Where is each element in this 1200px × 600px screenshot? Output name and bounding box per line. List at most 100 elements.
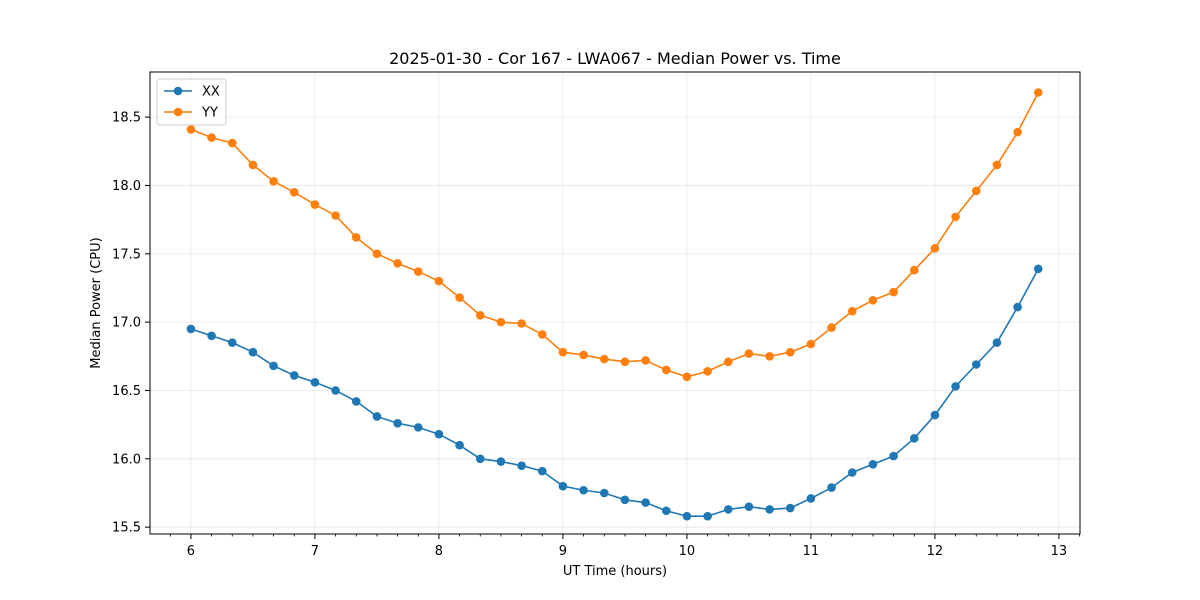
- data-point-yy: [289, 187, 299, 197]
- x-tick-label: 11: [803, 544, 820, 559]
- series-yy: [186, 88, 1043, 382]
- data-point-xx: [434, 429, 444, 439]
- data-point-yy: [992, 160, 1002, 170]
- legend: XX YY: [156, 78, 227, 126]
- data-point-xx: [1013, 302, 1022, 312]
- data-point-yy: [641, 356, 650, 365]
- data-point-xx: [682, 511, 692, 521]
- x-tick-label: 12: [927, 544, 944, 559]
- x-tick-label: 10: [679, 544, 696, 559]
- axis-ticks: 6 7 8 9 10 11 12 13 15.5 16.0 16.5 17.0 17.5 18.0 18.5: [112, 111, 1080, 559]
- data-point-xx: [413, 423, 423, 432]
- data-point-yy: [434, 276, 444, 286]
- data-point-yy: [413, 267, 423, 276]
- plot-area-frame: [149, 71, 1081, 535]
- x-tick-label: 9: [559, 544, 567, 559]
- data-point-xx: [703, 511, 712, 521]
- data-point-yy: [930, 244, 940, 253]
- data-point-xx: [661, 506, 671, 516]
- x-tick-label: 7: [311, 544, 319, 559]
- data-point-yy: [227, 138, 237, 148]
- data-point-xx: [517, 461, 526, 470]
- data-point-xx: [537, 466, 547, 476]
- data-point-yy: [971, 186, 981, 196]
- data-point-xx: [351, 397, 361, 406]
- data-point-yy: [207, 133, 216, 142]
- data-point-yy: [661, 365, 671, 375]
- data-point-xx: [620, 495, 630, 505]
- y-axis-label: Median Power (CPU): [89, 237, 104, 368]
- y-tick-label: 18.0: [112, 179, 141, 194]
- series-xx: [186, 264, 1043, 521]
- data-point-yy: [889, 287, 898, 297]
- data-point-xx: [971, 360, 981, 369]
- data-point-xx: [227, 338, 237, 347]
- data-point-xx: [785, 503, 795, 513]
- data-point-xx: [289, 371, 299, 380]
- data-point-xx: [744, 502, 754, 511]
- data-point-yy: [847, 306, 857, 316]
- data-point-xx: [599, 488, 609, 498]
- legend-label: YY: [201, 106, 218, 121]
- data-point-yy: [579, 350, 588, 360]
- data-point-xx: [558, 481, 568, 491]
- chart-title: 2025-01-30 - Cor 167 - LWA067 - Median P…: [389, 49, 841, 68]
- data-point-xx: [992, 338, 1002, 347]
- data-point-xx: [475, 454, 485, 464]
- data-point-xx: [868, 459, 878, 469]
- data-point-xx: [455, 440, 464, 450]
- data-point-xx: [331, 386, 340, 395]
- y-tick-label: 17.5: [112, 247, 141, 262]
- data-point-yy: [682, 372, 692, 382]
- data-point-yy: [537, 330, 547, 339]
- series-layer: [186, 88, 1043, 521]
- data-point-yy: [765, 352, 774, 361]
- data-point-yy: [827, 323, 836, 332]
- x-tick-label: 13: [1051, 544, 1068, 559]
- x-tick-label: 6: [187, 544, 195, 559]
- data-point-yy: [310, 200, 320, 209]
- data-point-yy: [806, 339, 816, 349]
- data-point-yy: [868, 295, 878, 305]
- y-tick-label: 15.5: [112, 521, 141, 536]
- data-point-yy: [372, 249, 382, 259]
- data-point-yy: [186, 125, 196, 134]
- data-point-yy: [951, 212, 960, 222]
- data-point-xx: [847, 468, 857, 477]
- data-point-xx: [827, 483, 836, 492]
- data-point-xx: [579, 485, 588, 495]
- data-point-xx: [393, 418, 402, 428]
- data-point-xx: [248, 347, 258, 357]
- y-tick-label: 16.0: [112, 452, 141, 467]
- data-point-xx: [889, 451, 898, 461]
- x-axis-label: UT Time (hours): [563, 564, 667, 579]
- data-point-yy: [351, 233, 361, 242]
- data-point-yy: [517, 319, 526, 328]
- data-point-xx: [1033, 264, 1043, 274]
- data-point-yy: [909, 265, 919, 275]
- data-point-xx: [372, 412, 382, 421]
- data-point-yy: [558, 347, 568, 357]
- data-point-xx: [310, 377, 320, 387]
- legend-label: XX: [202, 85, 220, 100]
- legend-entry-yy: YY: [164, 106, 218, 121]
- x-tick-label: 8: [435, 544, 443, 559]
- data-point-yy: [744, 349, 754, 358]
- data-point-yy: [331, 211, 340, 220]
- data-point-xx: [723, 505, 733, 514]
- y-tick-label: 17.0: [112, 316, 141, 331]
- data-point-yy: [1013, 127, 1022, 137]
- legend-swatch-marker: [173, 86, 183, 96]
- data-point-yy: [455, 293, 464, 302]
- data-point-yy: [393, 259, 402, 268]
- grid: [150, 72, 1080, 534]
- data-point-xx: [909, 434, 919, 443]
- data-point-xx: [496, 457, 506, 466]
- data-point-xx: [951, 382, 960, 391]
- data-point-yy: [599, 354, 609, 364]
- data-point-xx: [641, 498, 650, 507]
- data-point-yy: [703, 367, 712, 376]
- data-point-yy: [620, 357, 630, 367]
- data-point-yy: [269, 177, 278, 186]
- y-tick-label: 18.5: [112, 111, 141, 126]
